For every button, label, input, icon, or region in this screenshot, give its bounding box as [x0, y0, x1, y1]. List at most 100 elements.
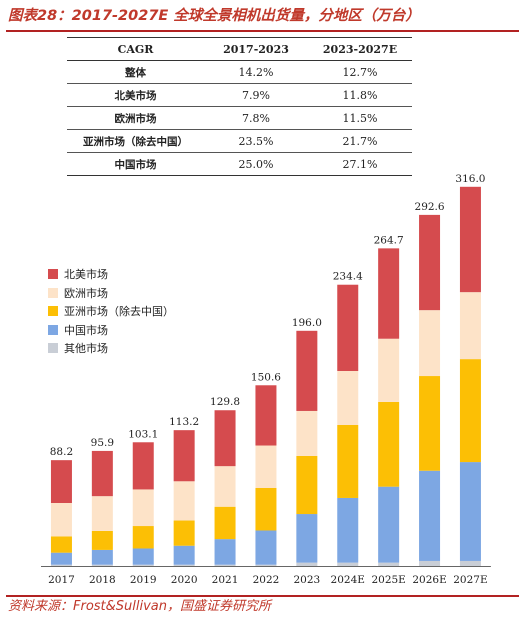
bar-segment	[378, 486, 400, 563]
bar-segment	[91, 530, 113, 550]
total-label: 103.1	[128, 428, 158, 440]
total-label: 234.4	[333, 271, 363, 283]
bar-segment	[378, 338, 400, 402]
cagr-value: 23.5%	[238, 134, 274, 148]
total-label: 316.0	[455, 173, 485, 185]
bar-segment	[50, 503, 72, 537]
bar-segment	[214, 410, 236, 467]
bar-segment	[255, 564, 277, 566]
stacked-bar-chart: 88.2 2017 95.9 2018 103.1 2019 113.2 2020 129.8 2…	[41, 173, 491, 586]
bar-segment	[132, 526, 154, 549]
bar-segment	[91, 450, 113, 497]
row-label: 北美市场	[114, 89, 157, 102]
row-label: 欧洲市场	[114, 112, 157, 125]
cagr-value: 11.5%	[342, 111, 378, 125]
bar-segment	[378, 401, 400, 487]
bar-segment	[50, 460, 72, 503]
bar-segment	[214, 466, 236, 507]
bar-segment	[214, 564, 236, 566]
period-1-header: 2017-2023	[223, 42, 289, 56]
bar-segment	[337, 284, 359, 371]
bar-segment	[378, 562, 400, 566]
x-tick-label: 2025E	[371, 574, 405, 586]
bar-segment	[214, 539, 236, 565]
legend-swatch	[48, 306, 58, 317]
x-tick-label: 2022	[253, 574, 280, 586]
bar-segment	[378, 248, 400, 339]
bar-segment	[50, 564, 72, 566]
bar-segment	[91, 549, 113, 565]
x-tick-label: 2017	[48, 574, 75, 586]
total-label: 292.6	[415, 201, 445, 213]
bar-segment	[296, 514, 318, 563]
x-tick-label: 2020	[171, 574, 198, 586]
bar-segment	[132, 489, 154, 527]
legend-label: 中国市场	[64, 323, 108, 337]
row-label: 中国市场	[114, 158, 157, 171]
cagr-value: 11.8%	[342, 88, 378, 102]
bar-segment	[337, 425, 359, 498]
total-label: 129.8	[210, 396, 240, 408]
total-label: 88.2	[50, 446, 73, 458]
legend-label: 欧洲市场	[64, 286, 108, 300]
cagr-value: 27.1%	[342, 157, 378, 171]
cagr-value: 12.7%	[342, 65, 378, 79]
total-label: 113.2	[169, 416, 199, 428]
cagr-value: 7.9%	[242, 88, 270, 102]
bar-segment	[337, 562, 359, 566]
bar-segment	[419, 470, 441, 561]
bar-segment	[255, 530, 277, 565]
bar-segment	[419, 376, 441, 471]
cagr-table: CAGR 2017-2023 2023-2027E 整体 14.2% 12.7%…	[67, 37, 412, 176]
cagr-value: 14.2%	[238, 65, 274, 79]
cagr-value: 7.8%	[242, 111, 270, 125]
x-tick-label: 2026E	[412, 574, 446, 586]
legend-label: 亚洲市场（除去中国）	[64, 305, 174, 319]
x-tick-label: 2018	[89, 574, 116, 586]
legend-swatch	[48, 287, 58, 298]
bar-segment	[173, 520, 195, 546]
x-tick-label: 2021	[212, 574, 239, 586]
bar-segment	[132, 442, 154, 490]
legend-item: 北美市场	[48, 265, 174, 284]
legend-item: 亚洲市场（除去中国）	[48, 302, 174, 321]
bar-segment	[173, 481, 195, 521]
cagr-value: 21.7%	[342, 134, 378, 148]
total-label: 150.6	[251, 371, 281, 383]
bar-segment	[255, 385, 277, 446]
bar-segment	[132, 564, 154, 566]
table-row: 亚洲市场（除去中国） 23.5% 21.7%	[67, 130, 412, 153]
x-tick-label: 2024E	[331, 574, 365, 586]
bar-segment	[296, 455, 318, 515]
table-row: 欧洲市场 7.8% 11.5%	[67, 107, 412, 130]
legend-label: 其他市场	[64, 342, 108, 356]
bar-segment	[296, 562, 318, 566]
cagr-value: 25.0%	[238, 157, 274, 171]
legend-swatch	[48, 343, 58, 354]
title-rule	[6, 30, 519, 32]
bar-segment	[214, 506, 236, 540]
bar-segment	[255, 445, 277, 488]
legend-item: 中国市场	[48, 321, 174, 340]
bar-segment	[419, 560, 441, 566]
legend-swatch	[48, 269, 58, 280]
bar-segment	[50, 552, 72, 565]
bar-segment	[419, 214, 441, 311]
bar-segment	[173, 545, 195, 565]
bar-segment	[255, 488, 277, 531]
legend-swatch	[48, 324, 58, 335]
bar-segment	[132, 548, 154, 565]
cagr-table-header-row: CAGR 2017-2023 2023-2027E	[67, 37, 412, 61]
bar-segment	[296, 410, 318, 456]
x-tick-label: 2023	[293, 574, 320, 586]
bar-segment	[50, 536, 72, 553]
total-label: 264.7	[374, 234, 404, 246]
period-2-header: 2023-2027E	[322, 42, 398, 56]
source-rule	[6, 595, 519, 597]
bar-segment	[459, 462, 481, 561]
bar-segment	[419, 310, 441, 377]
bar-segment	[459, 186, 481, 293]
total-label: 196.0	[292, 317, 322, 329]
x-tick-label: 2019	[130, 574, 157, 586]
row-label: 整体	[125, 66, 146, 79]
